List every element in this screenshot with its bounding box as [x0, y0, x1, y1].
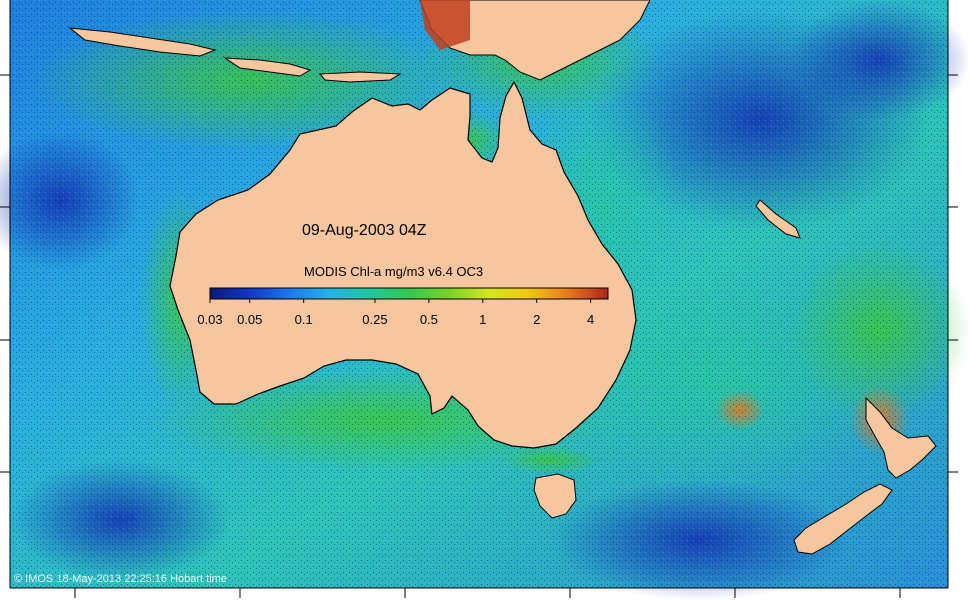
landmass-new-zealand-north: [865, 396, 937, 479]
date-label: 09-Aug-2003 04Z: [302, 222, 427, 239]
colorbar-tick-label: 0.05: [237, 312, 263, 327]
colorbar-tick-label: 0.25: [362, 312, 388, 327]
landmass-new-guinea: [419, 0, 651, 81]
colorbar-tick-label: 0.03: [197, 312, 223, 327]
credit-text: © IMOS 18-May-2013 22:25:16 Hobart time: [14, 573, 227, 585]
colorbar: [209, 287, 609, 300]
landmass-tasmania: [533, 473, 577, 519]
colorbar-tick-label: 0.5: [419, 312, 438, 327]
landmass-islands: [223, 57, 402, 83]
landmass-java: [68, 27, 217, 57]
colorbar-tick-label: 0.1: [294, 312, 313, 327]
colorbar-tick-label: 4: [587, 312, 595, 327]
landmass-australia: [169, 80, 637, 449]
landmass-new-zealand-south: [793, 483, 893, 555]
colorbar-tick-marks: [209, 299, 592, 303]
colorbar-tick-label: 1: [479, 312, 487, 327]
colorbar-title: MODIS Chl-a mg/m3 v6.4 OC3: [304, 264, 484, 279]
landmass-new-caledonia: [755, 199, 801, 239]
colorbar-tick-label: 2: [533, 312, 541, 327]
